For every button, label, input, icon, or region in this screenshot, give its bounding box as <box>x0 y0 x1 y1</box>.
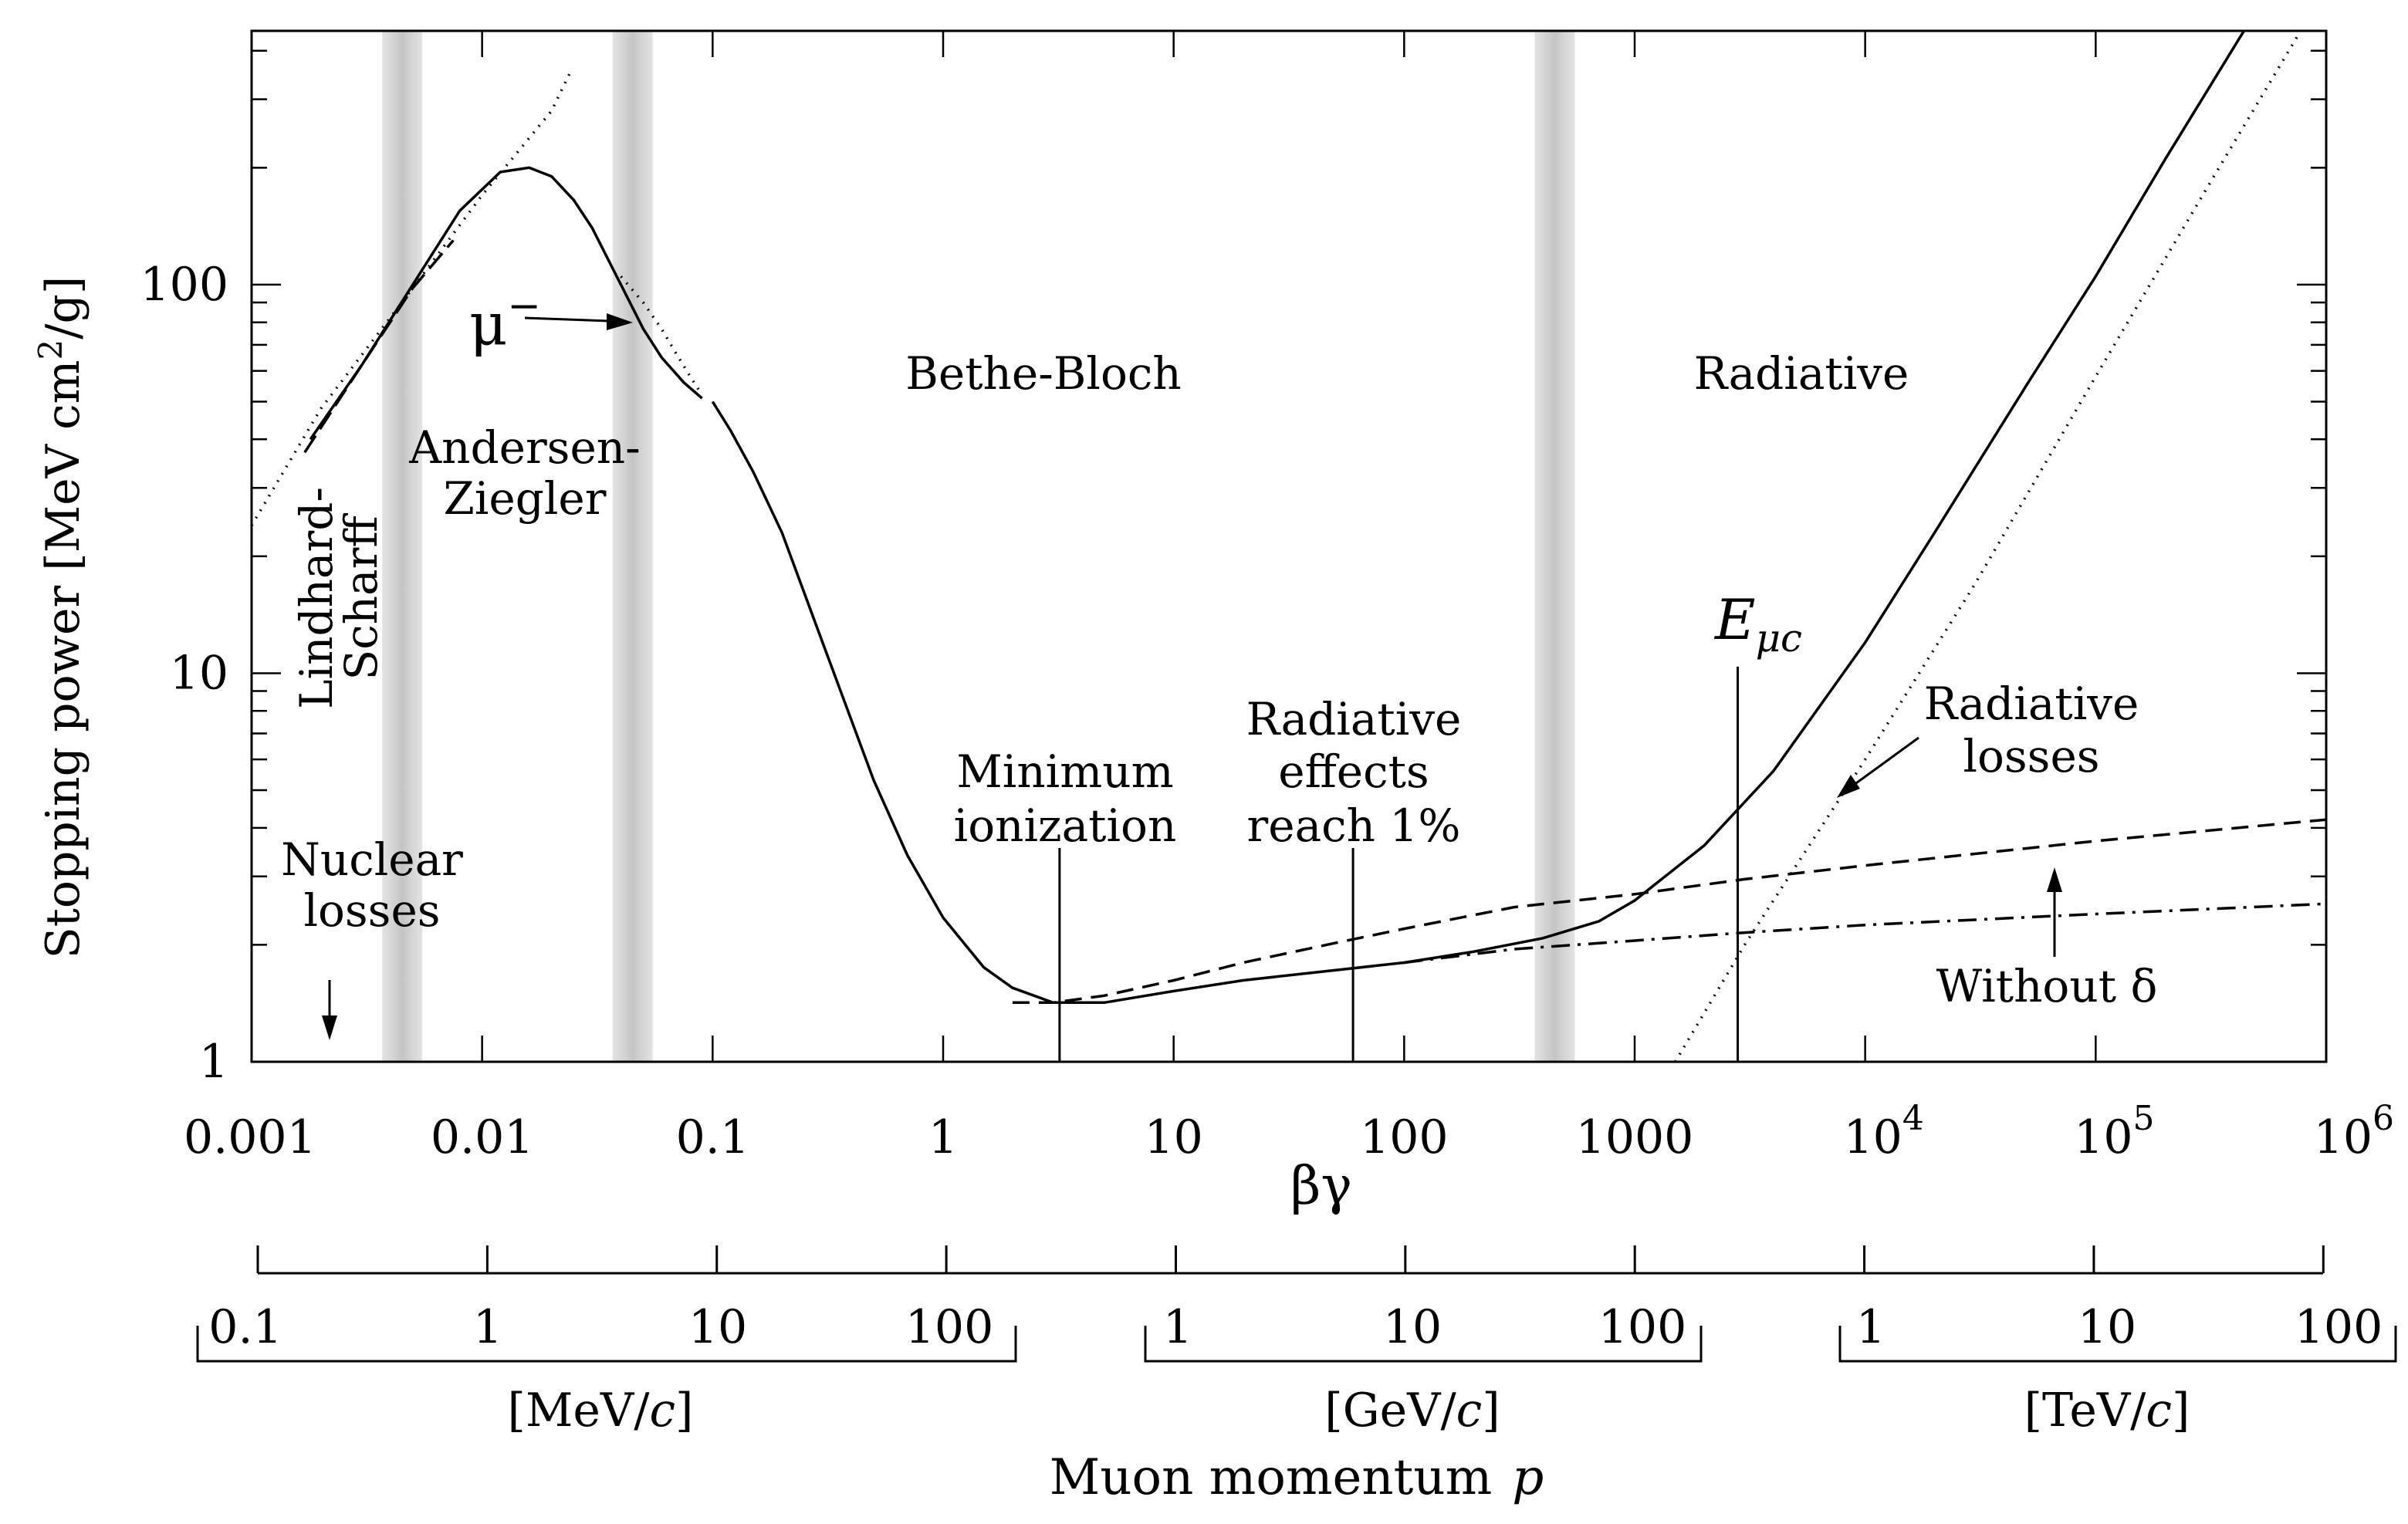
x-tick-label: 100 <box>1360 1110 1449 1164</box>
radiative-losses-label-2: losses <box>1963 730 2099 782</box>
bethe-bloch-label: Bethe-Bloch <box>905 347 1181 400</box>
momentum-bracket <box>196 1326 1017 1363</box>
momentum-tick-label: 10 <box>1383 1300 1442 1354</box>
radiative-losses-arrow <box>1837 736 1919 798</box>
momentum-bracket <box>1838 1326 2397 1363</box>
momentum-unit-label: [TeV/c] <box>2024 1384 2190 1438</box>
series-ionization-with- <box>1012 818 2326 1005</box>
x-tick-label: 1 <box>928 1110 958 1164</box>
momentum-tick-label: 100 <box>905 1300 994 1354</box>
unit-suffix: ] <box>675 1384 693 1438</box>
momentum-axis-title: Muon momentum p <box>1050 1449 1544 1506</box>
momentum-tick-label: 10 <box>2078 1300 2136 1354</box>
y-tick-labels: 1 10 100 <box>140 258 228 1089</box>
region-band-1 <box>382 31 423 1062</box>
series-without- <box>1404 902 2326 965</box>
nuclear-losses-arrow <box>322 980 337 1040</box>
x-tick-label-exp: 5 <box>2133 1099 2155 1138</box>
unit-c: c <box>2146 1384 2172 1438</box>
momentum-tick-label: 10 <box>688 1300 747 1354</box>
region-band-2 <box>612 31 653 1062</box>
plot-frame <box>250 29 2328 1063</box>
data-series <box>252 31 2326 1062</box>
lindhard-label-2: Scharff <box>335 513 387 681</box>
lindhard-label-1: Lindhard- <box>290 487 343 709</box>
x-tick-labels: 0.001 0.01 0.1 1 10 100 1000 104 105 106 <box>184 1099 2394 1164</box>
min-ionization-label-1: Minimum <box>956 745 1173 798</box>
x-tick-label-base: 1 <box>928 1110 958 1164</box>
momentum-tick-label: 1 <box>473 1300 502 1354</box>
muon-momentum-axis: 0.1 1 10 100[MeV/c]1 10 100[GeV/c]1 10 100[TeV/… <box>196 1245 2397 1438</box>
y-axis-ticks <box>252 49 2326 1063</box>
min-ionization-label-2: ionization <box>954 799 1177 852</box>
x-tick-label: 104 <box>1843 1099 1923 1164</box>
unit-suffix: ] <box>2172 1384 2190 1438</box>
x-tick-label: 0.1 <box>676 1110 749 1164</box>
radiative-effects-label-3: reach 1% <box>1247 799 1461 852</box>
momentum-tick-label: 0.1 <box>208 1300 282 1354</box>
momentum-tick-label: 100 <box>2295 1300 2383 1354</box>
radiative-effects-label-1: Radiative <box>1246 693 1462 745</box>
without-delta-arrow <box>2047 867 2062 957</box>
lindhard-scharff-label: Lindhard- Scharff <box>290 487 387 709</box>
andersen-ziegler-label-1: Andersen- <box>408 421 640 474</box>
nuclear-losses-label-2: losses <box>303 884 440 937</box>
series-stopping-power-total- <box>711 31 2246 1005</box>
unit-prefix: [MeV/ <box>508 1384 651 1438</box>
momentum-unit-label: [GeV/c] <box>1324 1384 1500 1438</box>
y-axis-title: Stopping power [MeV cm2/g] <box>32 276 90 959</box>
x-tick-label-base: 10 <box>2314 1110 2372 1164</box>
unit-c: c <box>1456 1384 1483 1438</box>
radiative-effects-label-2: effects <box>1278 745 1429 798</box>
x-tick-label-exp: 4 <box>1902 1099 1924 1138</box>
region-bands <box>382 31 1575 1062</box>
unit-prefix: [TeV/ <box>2024 1384 2147 1438</box>
x-tick-label: 0.01 <box>431 1110 534 1164</box>
x-tick-label: 105 <box>2074 1099 2154 1164</box>
x-axis-title: βγ <box>1290 1156 1352 1217</box>
momentum-tick-label: 100 <box>1598 1300 1687 1354</box>
unit-prefix: [GeV/ <box>1324 1384 1456 1438</box>
momentum-bracket <box>1144 1326 1703 1363</box>
x-tick-label: 0.001 <box>184 1110 316 1164</box>
x-tick-label-base: 10 <box>1843 1110 1902 1164</box>
series-low-energy-solid-branch <box>309 166 703 441</box>
x-tick-label-base: 0.001 <box>184 1110 316 1164</box>
x-tick-label-base: 10 <box>1144 1110 1202 1164</box>
mu-minus-label: μ− <box>469 283 541 358</box>
radiative-region-label: Radiative <box>1694 347 1909 400</box>
mu-minus-arrow <box>524 313 633 330</box>
momentum-tick-label: 1 <box>1856 1300 1885 1354</box>
reference-lines <box>1058 666 1740 1062</box>
x-tick-label-base: 10 <box>2074 1110 2132 1164</box>
x-tick-label: 10 <box>1144 1110 1202 1164</box>
region-band-3 <box>1534 31 1575 1062</box>
radiative-losses-label-1: Radiative <box>1924 678 2139 730</box>
x-tick-label-base: 100 <box>1360 1110 1449 1164</box>
unit-c: c <box>649 1384 675 1438</box>
nuclear-losses-label-1: Nuclear <box>281 833 463 886</box>
y-tick-label: 10 <box>170 646 228 700</box>
x-tick-label-base: 0.1 <box>676 1110 749 1164</box>
x-tick-label-exp: 6 <box>2372 1099 2394 1138</box>
y-tick-label: 1 <box>199 1035 228 1089</box>
x-tick-label-base: 0.01 <box>431 1110 534 1164</box>
emuc-label: Eμc <box>1713 587 1802 661</box>
y-tick-label: 100 <box>140 258 228 312</box>
momentum-tick-label: 1 <box>1163 1300 1192 1354</box>
momentum-unit-label: [MeV/c] <box>508 1384 694 1438</box>
series-andersen-ziegler <box>303 239 455 454</box>
x-tick-label: 1000 <box>1576 1110 1694 1164</box>
x-tick-label-base: 1000 <box>1576 1110 1694 1164</box>
unit-suffix: ] <box>1482 1384 1500 1438</box>
x-axis-ticks <box>250 31 2328 1062</box>
andersen-ziegler-label-2: Ziegler <box>444 472 607 525</box>
series-radiative-losses <box>1674 31 2302 1062</box>
x-tick-label: 106 <box>2314 1099 2394 1164</box>
without-delta-label: Without δ <box>1936 960 2158 1012</box>
